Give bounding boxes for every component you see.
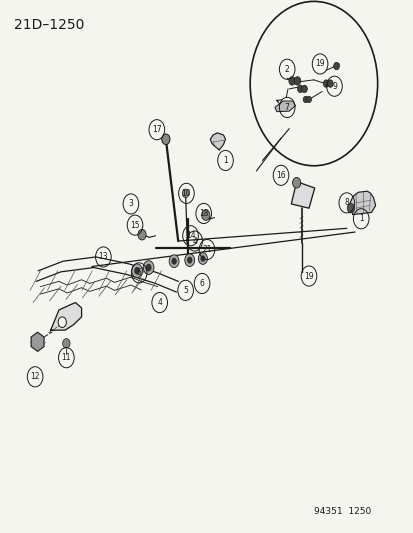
Circle shape [302, 96, 307, 103]
Circle shape [171, 257, 176, 265]
Text: 12: 12 [30, 372, 40, 381]
Circle shape [297, 85, 302, 93]
Circle shape [200, 255, 205, 262]
Text: 6: 6 [199, 279, 204, 288]
Text: 5: 5 [136, 268, 141, 277]
Text: 21: 21 [202, 245, 211, 254]
Circle shape [327, 80, 332, 87]
Text: 4: 4 [192, 237, 197, 246]
Polygon shape [210, 133, 225, 150]
Circle shape [333, 62, 339, 70]
Text: 13: 13 [98, 253, 108, 262]
Polygon shape [274, 101, 295, 112]
Circle shape [161, 134, 170, 144]
Circle shape [323, 80, 328, 87]
Text: 21D–1250: 21D–1250 [14, 18, 84, 33]
Circle shape [294, 77, 300, 85]
Circle shape [134, 267, 140, 274]
Circle shape [198, 253, 207, 264]
Circle shape [62, 338, 70, 348]
Text: 17: 17 [152, 125, 161, 134]
Text: 19: 19 [315, 60, 324, 68]
Text: 1: 1 [358, 214, 363, 223]
Polygon shape [51, 303, 81, 330]
Text: 3: 3 [128, 199, 133, 208]
Text: 4: 4 [157, 298, 162, 307]
Polygon shape [31, 332, 44, 351]
Circle shape [138, 229, 146, 240]
Text: 15: 15 [130, 221, 140, 230]
Circle shape [292, 177, 300, 188]
Circle shape [184, 254, 194, 266]
Text: 11: 11 [62, 353, 71, 362]
Circle shape [182, 189, 188, 198]
Text: 1: 1 [223, 156, 227, 165]
Circle shape [306, 96, 311, 103]
Text: 2: 2 [284, 64, 289, 74]
Circle shape [145, 264, 151, 271]
Circle shape [169, 255, 178, 268]
Text: 94351  1250: 94351 1250 [313, 507, 370, 516]
Circle shape [288, 77, 295, 85]
Text: 9: 9 [331, 82, 336, 91]
Polygon shape [291, 182, 314, 208]
Text: 14: 14 [185, 231, 195, 240]
Circle shape [143, 261, 154, 274]
Circle shape [131, 264, 142, 278]
Text: 7: 7 [284, 103, 289, 112]
Circle shape [187, 256, 192, 264]
Text: 8: 8 [344, 198, 348, 207]
Circle shape [58, 317, 66, 327]
Text: 16: 16 [275, 171, 285, 180]
Polygon shape [349, 191, 375, 215]
Circle shape [201, 210, 209, 220]
Circle shape [301, 85, 306, 93]
Text: 10: 10 [181, 189, 191, 198]
Text: 19: 19 [304, 271, 313, 280]
Circle shape [347, 204, 354, 213]
Text: 5: 5 [183, 286, 188, 295]
Text: 18: 18 [199, 209, 208, 218]
